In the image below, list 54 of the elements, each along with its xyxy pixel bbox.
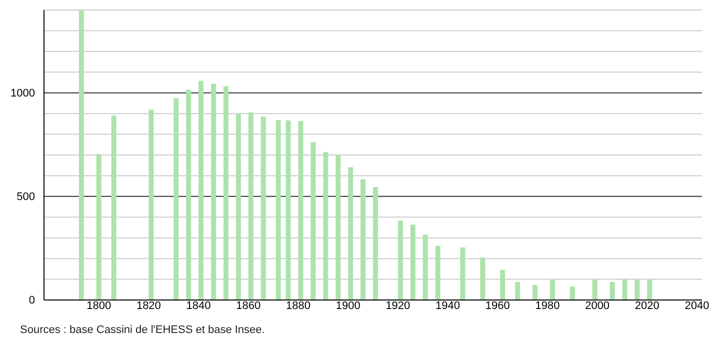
bar bbox=[186, 90, 192, 300]
x-tick-label: 1840 bbox=[186, 300, 211, 312]
bar bbox=[422, 234, 428, 300]
bar bbox=[148, 110, 154, 300]
bar bbox=[286, 120, 291, 300]
bar bbox=[515, 282, 520, 300]
x-tick-label: 1940 bbox=[436, 300, 460, 312]
bar bbox=[323, 152, 328, 300]
bar bbox=[532, 284, 538, 300]
y-tick-label: 0 bbox=[28, 294, 35, 307]
x-tick-label: 1900 bbox=[336, 300, 360, 312]
bar bbox=[260, 116, 266, 300]
bar bbox=[622, 279, 628, 300]
bar bbox=[348, 167, 354, 300]
bar bbox=[398, 220, 403, 300]
x-tick-label: 1860 bbox=[236, 300, 261, 312]
y-tick-label: 500 bbox=[16, 190, 35, 203]
x-tick-label: 1920 bbox=[386, 300, 410, 312]
bar bbox=[480, 258, 486, 300]
bar bbox=[435, 246, 440, 300]
bar bbox=[336, 154, 341, 300]
bar bbox=[592, 280, 598, 300]
bar bbox=[174, 98, 179, 300]
y-tick-label: 1000 bbox=[10, 87, 35, 100]
bar bbox=[500, 270, 506, 300]
bar bbox=[248, 112, 254, 300]
bar bbox=[634, 280, 640, 300]
x-tick-label: 2000 bbox=[585, 300, 610, 312]
bar bbox=[210, 84, 216, 300]
bar bbox=[198, 80, 204, 300]
source-note: Sources : base Cassini de l'EHESS et base Insee. bbox=[20, 324, 265, 336]
bar bbox=[111, 116, 116, 300]
bar bbox=[78, 10, 84, 300]
bar bbox=[310, 142, 316, 300]
x-tick-label: 1820 bbox=[136, 300, 161, 312]
x-tick-label: 1960 bbox=[485, 300, 510, 312]
x-tick-label: 1880 bbox=[286, 300, 310, 312]
x-tick-label: 2040 bbox=[684, 300, 710, 312]
bar bbox=[236, 114, 241, 300]
bar bbox=[460, 247, 466, 300]
bar bbox=[360, 179, 366, 300]
bar bbox=[298, 121, 304, 300]
bar bbox=[570, 286, 575, 300]
x-tick-label: 1800 bbox=[86, 300, 112, 312]
x-tick-label: 2020 bbox=[634, 300, 660, 312]
bar bbox=[410, 224, 416, 300]
bar bbox=[610, 282, 615, 300]
bar bbox=[373, 187, 378, 300]
bar bbox=[550, 280, 555, 300]
bar bbox=[96, 154, 102, 300]
x-tick-label: 1980 bbox=[535, 300, 560, 312]
bar bbox=[647, 280, 652, 300]
bar bbox=[223, 86, 228, 300]
bar bbox=[276, 120, 281, 300]
